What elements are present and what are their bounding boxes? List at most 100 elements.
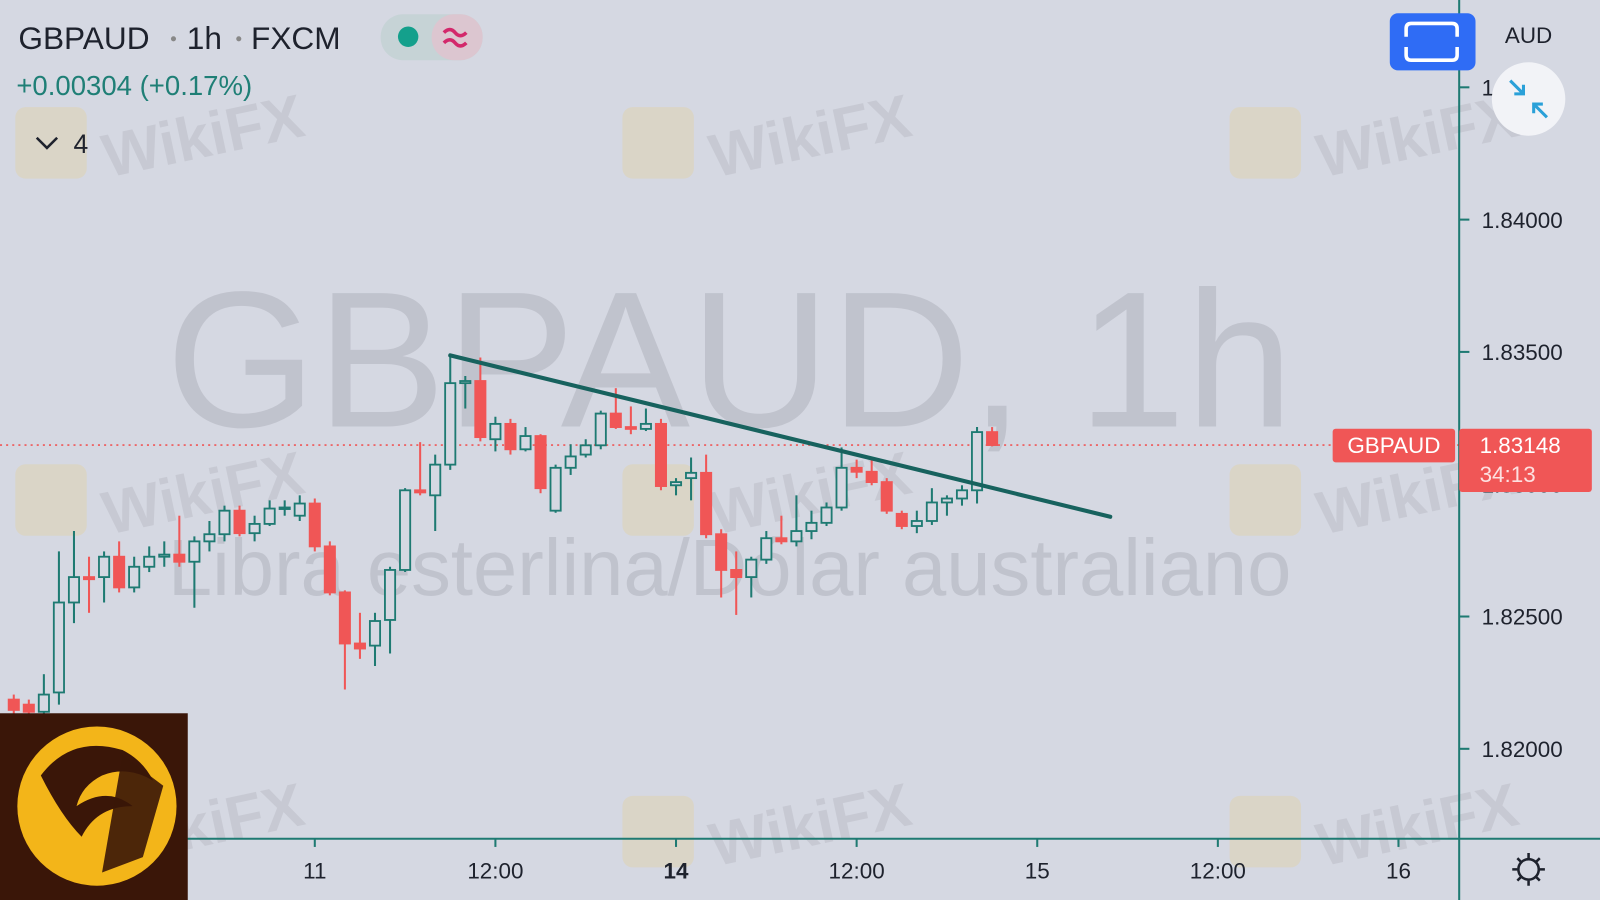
candle-body	[308, 502, 321, 548]
currency: AUD	[1505, 23, 1552, 48]
x-tick-label: 12:00	[829, 859, 885, 884]
candle-body	[263, 507, 276, 525]
y-tick-label: 1.82000	[1482, 737, 1563, 762]
symbol-badge-label: GBPAUD	[1347, 433, 1440, 458]
interval: 1h	[187, 20, 222, 56]
x-tick-label: 14	[664, 859, 689, 884]
price-change: +0.00304 (+0.17%)	[16, 70, 252, 101]
watermark-logo	[622, 795, 694, 868]
candle-body	[368, 620, 382, 647]
candle-body	[790, 530, 803, 543]
candle-body	[564, 455, 577, 469]
candle-body	[37, 693, 50, 713]
collapse-button[interactable]	[1491, 62, 1566, 136]
candle-body	[940, 497, 953, 504]
candle-body	[745, 558, 758, 579]
candle-body	[188, 540, 201, 563]
candle-body	[248, 522, 261, 535]
pill-bg-right	[431, 14, 483, 61]
logo-shard	[102, 755, 164, 873]
price-badge-countdown: 34:13	[1480, 462, 1536, 487]
watermark-subtitle: Libra esterlina/Dólar australiano	[168, 523, 1292, 612]
candle-body	[323, 545, 336, 594]
delay-icon	[442, 27, 468, 48]
x-tick-label: 16	[1386, 859, 1411, 884]
x-tick-label: 15	[1025, 859, 1050, 884]
candle-body	[955, 489, 969, 500]
candle-body	[579, 444, 592, 456]
candle-body	[278, 506, 291, 510]
y-tick-label: 1.84000	[1482, 208, 1563, 233]
candle-body	[128, 565, 141, 589]
candle-body	[519, 435, 532, 451]
x-tick-label: 12:00	[1190, 859, 1246, 884]
candle-body	[820, 506, 833, 524]
candle-body	[52, 601, 65, 694]
candle-body	[700, 471, 713, 536]
y-tick-label: 1.83500	[1482, 340, 1563, 365]
candle-body	[971, 431, 984, 492]
candle-body	[986, 431, 999, 446]
candle-body	[549, 466, 562, 512]
source: FXCM	[251, 20, 341, 56]
plot-area	[0, 353, 1460, 715]
candle-body	[173, 553, 186, 563]
watermark-title: GBPAUD, 1h	[166, 252, 1294, 469]
collapse-icon[interactable]	[35, 136, 59, 150]
candle-body	[910, 520, 923, 527]
candle-body	[489, 422, 502, 441]
x-tick-label: 12:00	[467, 859, 523, 884]
fullscreen-icon	[1404, 21, 1459, 62]
candle-body	[534, 435, 547, 490]
candle-body	[67, 576, 80, 604]
separator	[170, 36, 177, 42]
candle-body	[504, 422, 517, 451]
candle-body	[399, 489, 412, 571]
candle-body	[293, 502, 306, 517]
overlays: GBPAUD 1.83148 34:13	[1332, 428, 1592, 492]
candle-body	[880, 481, 893, 512]
candle-body	[639, 422, 652, 430]
gear	[1517, 857, 1541, 881]
candle-body	[203, 533, 216, 543]
status-dot	[397, 26, 419, 47]
candle-body	[429, 463, 442, 497]
candle-body	[83, 576, 96, 581]
candle-body	[654, 422, 667, 487]
candle-body	[98, 555, 111, 579]
candle-body	[609, 412, 622, 428]
symbol: GBPAUD	[18, 20, 149, 56]
candle-body	[113, 555, 126, 589]
collapse-arrows	[1509, 79, 1549, 119]
candle-body	[760, 537, 773, 561]
settings-icon[interactable]	[1512, 853, 1545, 886]
separator	[236, 36, 242, 42]
price-badge-value: 1.83148	[1480, 433, 1561, 458]
candle-body	[444, 382, 457, 466]
candle-body	[353, 642, 366, 650]
status-pill[interactable]	[380, 14, 483, 61]
y-tick-label: 1.82500	[1482, 605, 1563, 630]
fullscreen-button[interactable]	[1389, 13, 1476, 71]
watermark-logo	[15, 464, 87, 536]
indicator-count[interactable]: 4	[73, 129, 88, 159]
candle-body	[459, 380, 472, 385]
candle-body	[218, 509, 231, 536]
price-badge	[1459, 428, 1592, 492]
candle-body	[865, 470, 878, 484]
watermark-logo	[1229, 107, 1302, 179]
candle-body	[805, 521, 818, 532]
candle-body	[414, 489, 427, 494]
candle-body	[624, 426, 637, 430]
watermark-logo	[1229, 795, 1302, 868]
candle-body	[715, 533, 728, 571]
candle-body	[384, 569, 397, 621]
candle-body	[158, 553, 171, 558]
candle-body	[22, 703, 35, 713]
candle-body	[775, 537, 788, 543]
candle-body	[730, 569, 743, 579]
watermark-logo	[1229, 464, 1302, 536]
candle-body	[338, 591, 351, 645]
x-tick-label: 11	[303, 859, 326, 884]
